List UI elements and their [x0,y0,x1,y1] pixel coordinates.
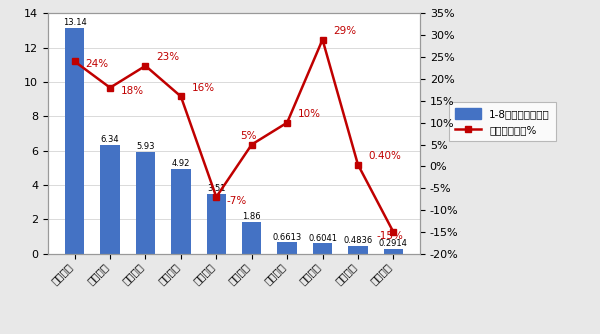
累计同比增幅% [248,143,256,147]
Text: -7%: -7% [227,196,247,206]
Bar [313,243,332,254]
Text: 10%: 10% [298,109,321,119]
Text: 0.40%: 0.40% [368,151,401,161]
Text: 0.6613: 0.6613 [272,232,302,241]
Bar [242,222,262,254]
Bar [65,28,85,254]
Text: 16%: 16% [191,83,215,93]
累计同比增幅% [390,230,397,234]
累计同比增幅% [71,59,78,63]
累计同比增幅% [177,95,184,99]
Text: 23%: 23% [156,52,179,62]
累计同比增幅% [355,163,362,167]
Bar [277,242,297,254]
Text: 24%: 24% [85,59,109,69]
累计同比增幅% [106,86,113,90]
Text: 13.14: 13.14 [63,18,86,27]
Bar [383,249,403,254]
累计同比增幅% [212,195,220,199]
Text: 5%: 5% [240,131,256,141]
累计同比增幅% [284,121,291,125]
Bar [100,145,120,254]
Text: 6.34: 6.34 [101,135,119,144]
Bar [206,193,226,254]
Text: 18%: 18% [121,87,144,97]
Text: 5.93: 5.93 [136,142,155,151]
Text: 1.86: 1.86 [242,212,261,221]
Text: 0.2914: 0.2914 [379,239,408,248]
Text: 4.92: 4.92 [172,159,190,168]
Line: 累计同比增幅%: 累计同比增幅% [71,36,397,235]
Bar [171,169,191,254]
累计同比增幅% [319,38,326,42]
Text: 3.51: 3.51 [207,184,226,193]
Bar [348,245,368,254]
累计同比增幅% [142,64,149,68]
Text: -15%: -15% [376,231,403,241]
Legend: 1-8月销量（万辆）, 累计同比增幅%: 1-8月销量（万辆）, 累计同比增幅% [449,102,556,141]
Text: 0.4836: 0.4836 [343,236,373,245]
Text: 29%: 29% [333,26,356,36]
Text: 0.6041: 0.6041 [308,233,337,242]
Bar [136,152,155,254]
